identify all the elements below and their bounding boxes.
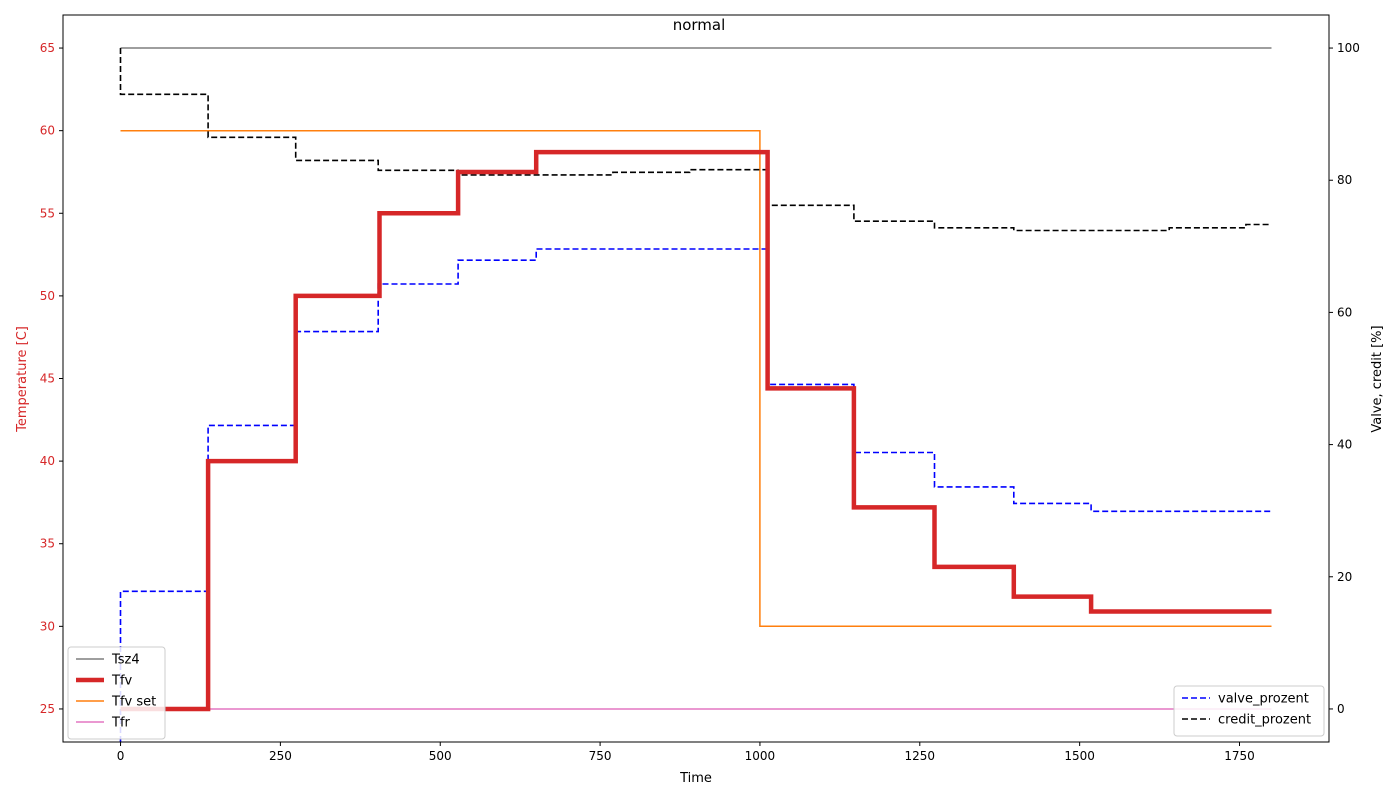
legend-box xyxy=(67,646,166,740)
series-line-valve-prozent xyxy=(119,248,1272,742)
legend-label-tfv: Tfv xyxy=(111,674,133,689)
plot-area xyxy=(119,47,1272,742)
y-axis-right-label: Valve, credit [%] xyxy=(1370,325,1385,432)
legend-label-tsz4: Tsz4 xyxy=(111,653,140,668)
plot-frame xyxy=(62,14,1330,743)
x-tick-label: 750 xyxy=(589,749,612,763)
y-right-tick-label: 100 xyxy=(1337,41,1360,55)
x-tick-label: 1750 xyxy=(1224,749,1255,763)
chart-title: normal xyxy=(673,16,726,34)
y-axis-left: 25 30 35 40 45 50 55 60 65 xyxy=(40,41,63,716)
y-left-tick-label: 45 xyxy=(40,372,55,386)
y-right-tick-label: 60 xyxy=(1337,305,1352,319)
y-left-tick-label: 30 xyxy=(40,619,55,633)
y-axis-left-label: Temperature [C] xyxy=(15,326,30,433)
legend-right: valve_prozent credit_prozent xyxy=(1173,685,1325,737)
axes-frame xyxy=(62,14,1330,743)
legend-label-tfv-set: Tfv set xyxy=(111,695,156,710)
legend-box xyxy=(1173,685,1325,737)
series-line-tfv xyxy=(120,149,1272,712)
x-axis: 0 250 500 750 1000 1250 1500 1750 xyxy=(117,742,1255,763)
y-right-tick-label: 80 xyxy=(1337,173,1352,187)
y-left-tick-label: 25 xyxy=(40,702,55,716)
x-axis-label: Time xyxy=(679,771,712,786)
y-left-tick-label: 40 xyxy=(40,454,55,468)
y-left-tick-label: 35 xyxy=(40,537,55,551)
y-left-tick-label: 65 xyxy=(40,41,55,55)
y-left-tick-label: 60 xyxy=(40,124,55,138)
y-right-tick-label: 0 xyxy=(1337,702,1345,716)
y-left-tick-label: 50 xyxy=(40,289,55,303)
x-tick-label: 1000 xyxy=(745,749,776,763)
legend-label-credit-prozent: credit_prozent xyxy=(1218,713,1311,728)
y-left-tick-label: 55 xyxy=(40,206,55,220)
x-tick-label: 500 xyxy=(429,749,452,763)
x-tick-label: 0 xyxy=(117,749,125,763)
x-tick-label: 1500 xyxy=(1064,749,1095,763)
series-line-tfv-set xyxy=(120,129,1272,628)
x-tick-label: 250 xyxy=(269,749,292,763)
x-tick-label: 1250 xyxy=(905,749,936,763)
y-axis-right: 0 20 40 60 80 100 xyxy=(1329,41,1360,716)
legend-label-valve-prozent: valve_prozent xyxy=(1218,692,1309,707)
legend-left: Tsz4 Tfv Tfv set Tfr xyxy=(67,646,166,740)
y-right-tick-label: 20 xyxy=(1337,570,1352,584)
legend-label-tfr: Tfr xyxy=(111,716,131,731)
y-right-tick-label: 40 xyxy=(1337,438,1352,452)
series-line-credit-prozent xyxy=(119,48,1272,232)
